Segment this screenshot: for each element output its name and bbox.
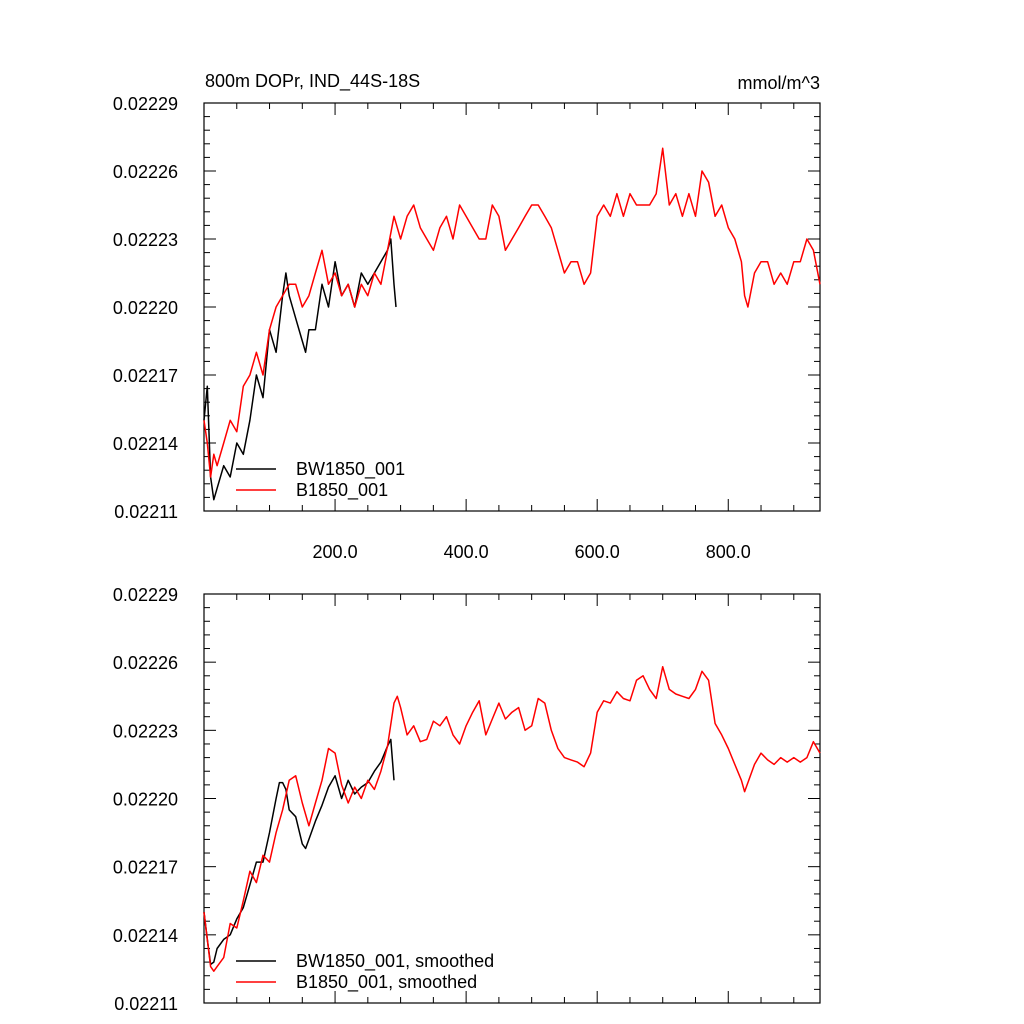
series-line-red bbox=[203, 147, 821, 478]
x-tick-label: 800.0 bbox=[706, 542, 751, 562]
y-tick-label: 0.02211 bbox=[114, 502, 178, 522]
y-tick-label: 0.02223 bbox=[113, 721, 178, 741]
series-line-black bbox=[203, 238, 397, 501]
x-tick-label: 600.0 bbox=[575, 542, 620, 562]
legend-label: B1850_001 bbox=[296, 480, 388, 501]
legend-label: BW1850_001, smoothed bbox=[296, 951, 494, 972]
series-line-black bbox=[203, 738, 395, 966]
series-line-red bbox=[203, 665, 821, 972]
plot-frame-bottom bbox=[203, 593, 821, 1004]
chart-title-left: 800m DOPr, IND_44S-18S bbox=[205, 71, 420, 92]
y-tick-label: 0.02214 bbox=[113, 434, 178, 454]
y-tick-label: 0.02229 bbox=[113, 585, 178, 605]
legend-label: BW1850_001 bbox=[296, 459, 405, 480]
y-tick-label: 0.02226 bbox=[113, 162, 178, 182]
y-tick-label: 0.02211 bbox=[114, 994, 178, 1014]
plot-frame-top bbox=[203, 102, 821, 512]
y-tick-label: 0.02217 bbox=[113, 858, 178, 878]
top-panel: 0.02211 0.02214 0.02217 0.02220 0.02223 0.022… bbox=[113, 94, 821, 562]
y-tick-label: 0.02223 bbox=[113, 230, 178, 250]
y-tick-label: 0.02214 bbox=[113, 926, 178, 946]
x-tick-label: 400.0 bbox=[444, 542, 489, 562]
y-tick-label: 0.02226 bbox=[113, 653, 178, 673]
bottom-panel: 0.02211 0.02214 0.02217 0.02220 0.02223 0.022… bbox=[113, 585, 821, 1014]
y-tick-label: 0.02220 bbox=[113, 298, 178, 318]
y-tick-label: 0.02229 bbox=[113, 94, 178, 114]
y-tick-label: 0.02217 bbox=[113, 366, 178, 386]
legend-label: B1850_001, smoothed bbox=[296, 972, 477, 993]
chart-title-right: mmol/m^3 bbox=[738, 73, 820, 93]
x-tick-label: 200.0 bbox=[313, 542, 358, 562]
y-tick-label: 0.02220 bbox=[113, 790, 178, 810]
